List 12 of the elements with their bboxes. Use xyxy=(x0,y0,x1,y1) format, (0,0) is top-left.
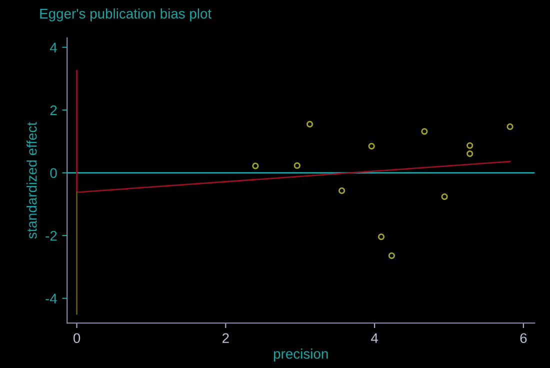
y-axis-title: standardized effect xyxy=(26,122,37,239)
y-tick-label: 2 xyxy=(50,105,57,116)
chart-title: Egger's publication bias plot xyxy=(40,8,212,22)
y-tick-label: 4 xyxy=(50,42,57,52)
x-tick-label: 0 xyxy=(73,333,80,344)
y-tick-label: -2 xyxy=(46,230,57,241)
x-axis-title: precision xyxy=(274,348,328,362)
y-tick-label: 0 xyxy=(50,168,57,178)
x-tick-label: 2 xyxy=(222,333,229,343)
y-tick-label: -4 xyxy=(46,294,57,304)
x-tick-label: 6 xyxy=(520,333,527,344)
x-tick-label: 4 xyxy=(371,333,378,343)
